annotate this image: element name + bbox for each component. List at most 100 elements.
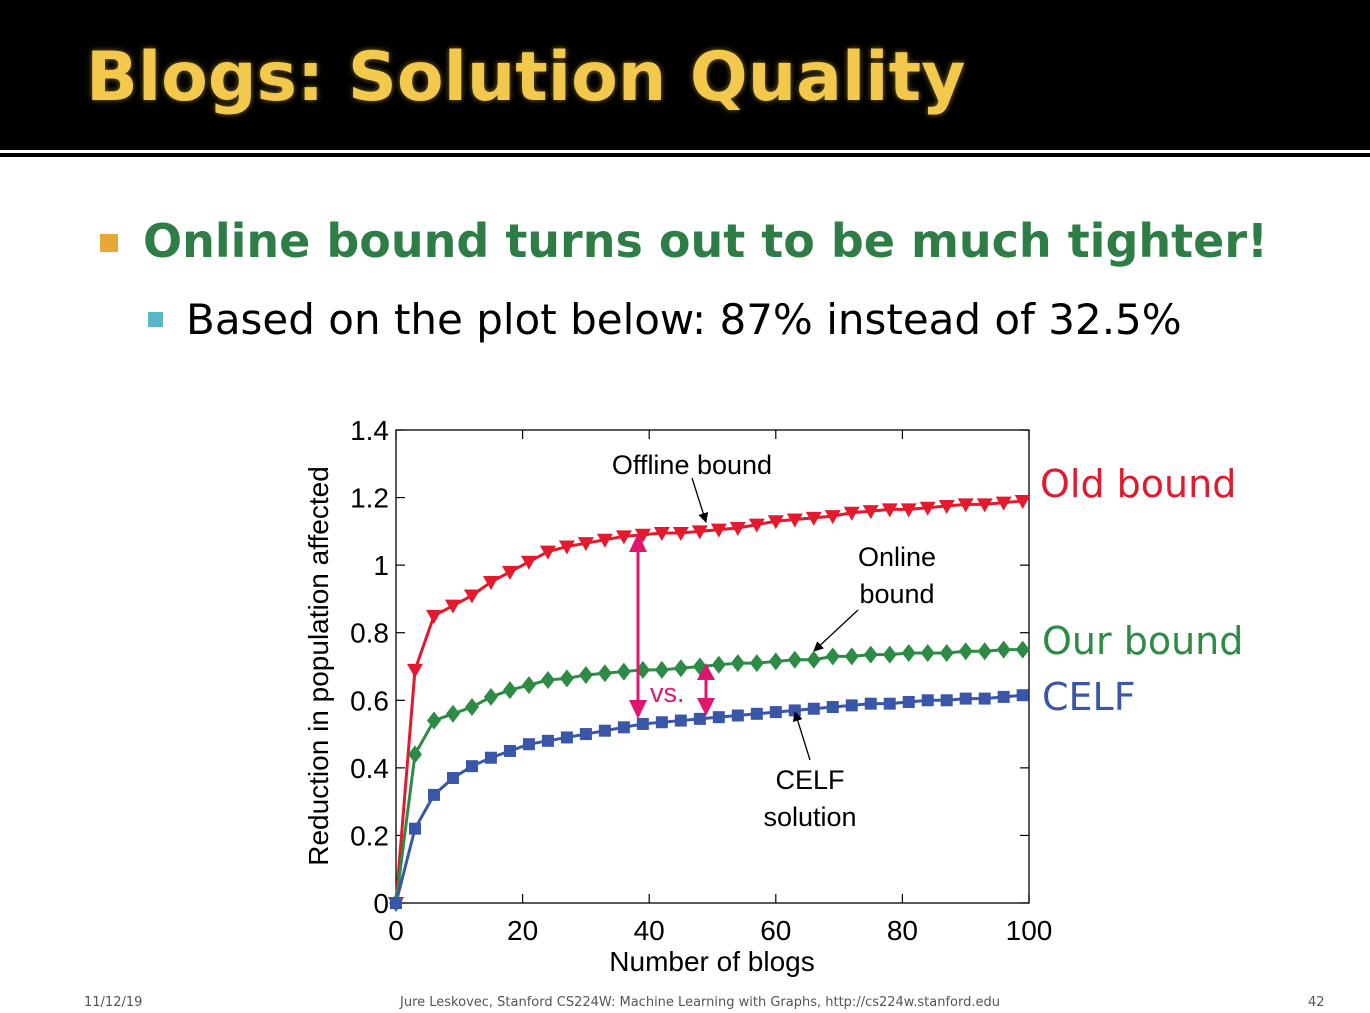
point-old-bound	[539, 545, 556, 560]
point-old-bound	[501, 565, 518, 580]
point-old-bound	[406, 663, 423, 678]
point-our-bound	[654, 660, 669, 679]
point-our-bound	[1015, 640, 1030, 659]
point-our-bound	[749, 654, 764, 673]
point-our-bound	[502, 681, 517, 700]
point-old-bound	[767, 515, 784, 530]
point-old-bound	[995, 496, 1012, 511]
point-old-bound	[919, 501, 936, 516]
point-old-bound	[425, 609, 442, 624]
point-our-bound	[578, 665, 593, 684]
point-celf	[921, 694, 934, 707]
point-old-bound	[615, 530, 632, 545]
point-old-bound	[463, 589, 480, 604]
point-celf	[883, 697, 896, 710]
legend-celf: CELF	[1042, 675, 1136, 719]
point-celf	[465, 760, 478, 773]
point-our-bound	[426, 711, 441, 730]
point-celf	[845, 699, 858, 712]
point-old-bound	[881, 503, 898, 518]
point-our-bound	[920, 643, 935, 662]
point-celf	[978, 692, 991, 705]
axis-ticks: 0 20 40 60 80 100 0 0.2 0.4 0.6 0.8 1 1.2 1.4	[350, 415, 1052, 946]
bullet-marker-main	[100, 234, 118, 252]
point-old-bound	[900, 503, 917, 518]
legend-old-bound: Old bound	[1040, 462, 1236, 506]
point-old-bound	[938, 500, 955, 515]
point-our-bound	[730, 654, 745, 673]
y-tick-label: 0.8	[350, 618, 389, 649]
y-axis-label: Reduction in population affected	[303, 466, 334, 866]
point-old-bound	[653, 527, 670, 542]
point-celf	[997, 690, 1010, 703]
point-celf	[617, 721, 630, 734]
gap-arrow-offline	[629, 533, 647, 719]
point-our-bound	[559, 669, 574, 688]
point-celf	[1016, 689, 1029, 702]
point-celf	[731, 709, 744, 722]
point-our-bound	[939, 643, 954, 662]
point-our-bound	[540, 671, 555, 690]
y-tick-label: 1	[373, 550, 389, 581]
point-celf	[446, 771, 459, 784]
bullet-marker-sub	[148, 312, 163, 327]
point-our-bound	[616, 662, 631, 681]
point-our-bound	[673, 659, 688, 678]
annotation-celf-line2: solution	[763, 802, 856, 832]
point-celf	[864, 697, 877, 710]
point-celf	[427, 788, 440, 801]
point-old-bound	[482, 576, 499, 591]
bullet-sub: Based on the plot below: 87% instead of …	[186, 295, 1182, 344]
annotation-celf-arrow	[792, 711, 811, 761]
point-old-bound	[805, 511, 822, 526]
point-celf	[750, 707, 763, 720]
plot-frame	[395, 429, 1030, 904]
point-celf	[636, 717, 649, 730]
point-celf	[712, 711, 725, 724]
point-celf	[655, 716, 668, 729]
point-our-bound	[882, 645, 897, 664]
point-our-bound	[806, 650, 821, 669]
point-celf	[503, 744, 516, 757]
point-our-bound	[445, 704, 460, 723]
point-old-bound	[957, 498, 974, 513]
point-old-bound	[729, 521, 746, 536]
point-celf	[940, 694, 953, 707]
x-axis-label: Number of blogs	[609, 946, 814, 977]
point-old-bound	[634, 528, 651, 543]
point-old-bound	[748, 518, 765, 533]
point-old-bound	[786, 513, 803, 528]
point-celf	[693, 712, 706, 725]
point-celf	[959, 692, 972, 705]
annotation-celf-line1: CELF	[775, 765, 844, 795]
slide-title: Blogs: Solution Quality	[86, 38, 966, 117]
point-celf	[674, 714, 687, 727]
point-old-bound	[843, 506, 860, 521]
point-celf	[769, 706, 782, 719]
x-tick-label: 0	[388, 915, 404, 946]
x-tick-label: 20	[507, 915, 538, 946]
title-bar	[0, 0, 1370, 150]
annotation-online-bound-line2: bound	[859, 579, 934, 609]
point-our-bound	[844, 647, 859, 666]
series-line-0	[394, 499, 1023, 904]
x-tick-label: 60	[760, 915, 791, 946]
point-celf	[560, 731, 573, 744]
point-our-bound	[825, 647, 840, 666]
point-celf	[788, 704, 801, 717]
footer-credit: Jure Leskovec, Stanford CS224W: Machine …	[400, 995, 1000, 1010]
gap-arrow-online	[697, 663, 715, 716]
point-old-bound	[444, 599, 461, 614]
series-lines	[394, 499, 1023, 904]
point-old-bound	[710, 523, 727, 538]
point-our-bound	[901, 643, 916, 662]
y-tick-label: 1.2	[350, 483, 389, 514]
point-our-bound	[768, 652, 783, 671]
point-our-bound	[711, 655, 726, 674]
footer-date: 11/12/19	[84, 995, 143, 1010]
annotation-vs: vs.	[650, 678, 685, 708]
point-our-bound	[863, 645, 878, 664]
annotation-online-arrow	[813, 609, 859, 652]
point-celf	[390, 897, 402, 909]
